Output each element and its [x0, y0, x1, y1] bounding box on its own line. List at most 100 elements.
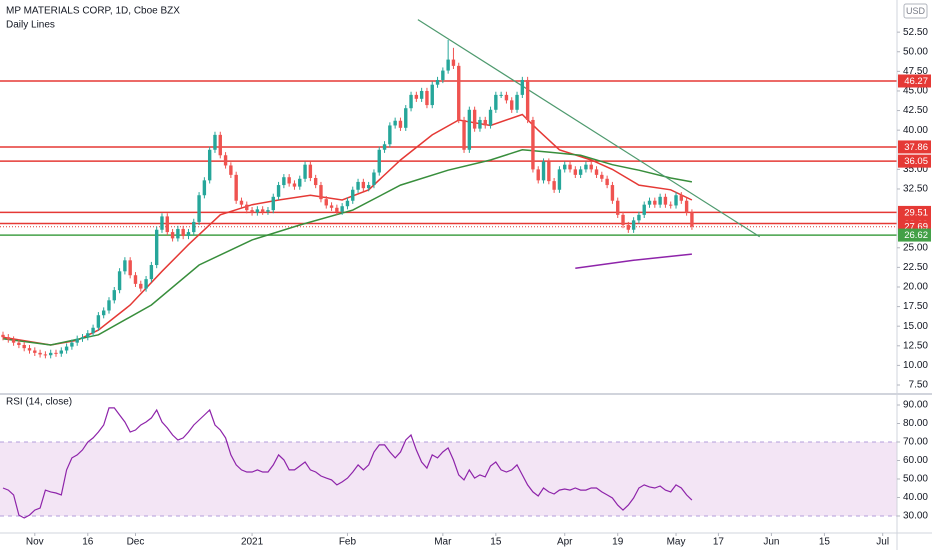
x-tick-label: 19	[612, 537, 624, 548]
y-tick-label: 45.00	[903, 86, 928, 97]
candle-body	[213, 134, 217, 150]
candle-body	[457, 65, 461, 120]
candle-body	[266, 210, 270, 212]
candle-body	[510, 100, 514, 110]
candle-body	[631, 220, 636, 230]
rsi-tick-label: 70.00	[903, 437, 928, 448]
candle-body	[313, 177, 318, 186]
currency-box[interactable]	[903, 3, 928, 19]
candle-body	[128, 260, 132, 276]
plot-area	[0, 19, 897, 519]
candle-body	[22, 345, 26, 349]
candle-body	[27, 348, 32, 351]
rsi-tick-label: 40.00	[903, 492, 928, 503]
candle-body	[425, 90, 429, 106]
level-tag	[898, 205, 931, 219]
candle-body	[186, 232, 191, 237]
candle-body	[170, 232, 175, 239]
x-tick-label: Jun	[763, 537, 779, 548]
candle-body	[377, 149, 381, 173]
chart-title: MP MATERIALS CORP, 1D, Cboe BZX	[6, 6, 180, 17]
currency[interactable]: USD	[906, 6, 926, 16]
candle-body	[117, 271, 122, 291]
candle-body	[478, 119, 482, 129]
candle-body	[260, 209, 265, 212]
x-tick-label: Nov	[26, 537, 44, 548]
chart-subtitle: Daily Lines	[6, 20, 55, 31]
x-tick-label: Jul	[876, 537, 889, 548]
candle-body	[271, 196, 275, 211]
y-tick-label: 35.00	[903, 164, 928, 175]
candle-body	[578, 169, 583, 175]
candle-body	[573, 169, 578, 175]
candle-body	[80, 337, 85, 339]
candle-body	[541, 161, 546, 181]
candle-body	[626, 225, 631, 230]
candle-body	[276, 185, 281, 197]
candle-body	[287, 177, 291, 184]
x-tick-label: Feb	[339, 537, 357, 548]
candle-body	[584, 164, 588, 170]
candle-body	[547, 161, 551, 182]
level-tag-label: 37.86	[904, 142, 928, 153]
candle-body	[319, 185, 323, 200]
candle-body	[462, 119, 466, 150]
candle-body	[133, 275, 138, 284]
y-tick-label: 20.00	[903, 282, 928, 293]
level-tag	[898, 74, 931, 88]
candle-body	[48, 352, 53, 356]
candle-body	[647, 200, 652, 205]
candle-body	[414, 94, 419, 99]
candle-body	[239, 200, 244, 205]
y-tick-label: 40.00	[903, 125, 928, 136]
candle-body	[674, 195, 678, 206]
y-tick-label: 15.00	[903, 321, 928, 332]
candle-body	[176, 228, 180, 239]
candle-body	[250, 210, 254, 213]
candle-body	[356, 181, 360, 190]
level-tag	[898, 154, 931, 168]
candle-body	[393, 120, 397, 126]
candle-body	[54, 352, 58, 354]
candle-body	[531, 119, 535, 170]
rsi-title: RSI (14, close)	[6, 397, 72, 408]
candle-body	[207, 149, 212, 181]
candle-body	[292, 183, 297, 187]
rsi-tick-label: 60.00	[903, 455, 928, 466]
candle-body	[91, 327, 95, 334]
candle-body	[467, 109, 472, 150]
candle-body	[112, 290, 116, 301]
candle-body	[351, 189, 355, 201]
candle-body	[679, 195, 684, 201]
rsi-tick-label: 90.00	[903, 400, 928, 411]
candle-body	[107, 300, 111, 311]
y-tick-label: 25.00	[903, 242, 928, 253]
candle-body	[149, 265, 154, 280]
level-tag	[898, 140, 931, 154]
candle-body	[303, 164, 307, 179]
level-tag-label: 36.05	[904, 156, 928, 167]
candle-body	[345, 200, 350, 207]
candle-body	[404, 108, 408, 128]
moving-average	[575, 253, 692, 269]
rsi-line	[2, 407, 693, 519]
candle-body	[435, 79, 440, 85]
candle-body	[192, 221, 196, 233]
rsi-tick-label: 30.00	[903, 511, 928, 522]
candle-body	[282, 177, 286, 186]
candle-body	[504, 94, 509, 101]
candle-body	[33, 350, 37, 353]
candle-body	[218, 134, 222, 156]
y-tick-label: 17.50	[903, 301, 928, 312]
x-tick-label: 15	[490, 537, 502, 548]
candle-body	[446, 59, 450, 71]
x-tick-label: Apr	[557, 537, 573, 548]
y-tick-label: 50.00	[903, 46, 928, 57]
candle-body	[202, 180, 207, 196]
candle-body	[255, 209, 260, 213]
candle-body	[329, 205, 334, 208]
level-tag-label: 46.27	[904, 76, 928, 87]
x-tick-label: 16	[82, 537, 94, 548]
candle-body	[568, 164, 572, 170]
